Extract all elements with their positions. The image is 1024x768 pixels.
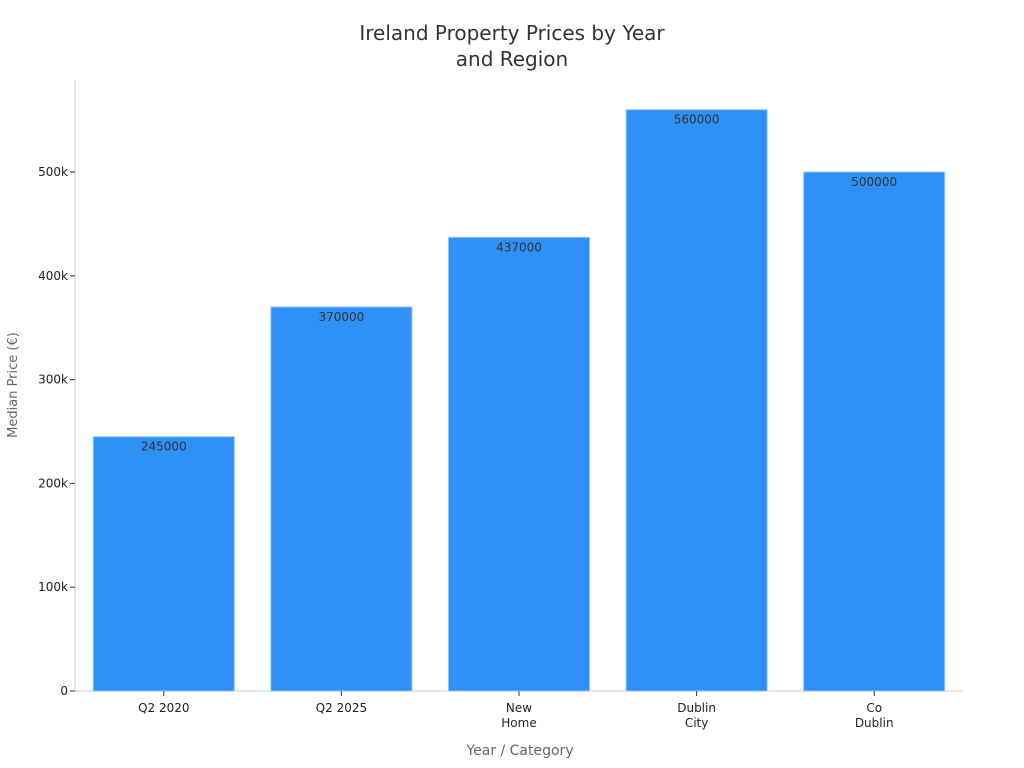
x-tick-label: City: [685, 716, 709, 730]
data-label: 500000: [851, 175, 897, 189]
x-tick-label: Dublin: [855, 716, 894, 730]
bar: [625, 109, 768, 692]
y-tick-label: 400k: [38, 269, 68, 283]
y-tick-label: 300k: [38, 373, 68, 387]
data-label: 560000: [674, 113, 720, 127]
x-tick-label: Q2 2025: [316, 701, 367, 715]
x-tick-label: Dublin: [677, 701, 716, 715]
y-axis-label: Median Price (€): [6, 332, 21, 438]
x-tick-label: Home: [501, 716, 536, 730]
data-label: 245000: [141, 440, 187, 454]
x-tick-label: New: [506, 701, 532, 715]
bar: [92, 436, 235, 692]
data-label: 437000: [496, 240, 542, 254]
chart-title: Ireland Property Prices by Year: [359, 21, 665, 45]
y-tick-label: 0: [60, 684, 68, 698]
x-tick-label: Co: [866, 701, 882, 715]
x-axis-label: Year / Category: [465, 743, 573, 759]
bar: [448, 236, 590, 692]
bar: [803, 171, 946, 692]
y-tick-label: 100k: [38, 580, 68, 594]
data-label: 370000: [318, 310, 364, 324]
x-tick-label: Q2 2020: [138, 701, 189, 715]
bar: [270, 306, 413, 692]
y-tick-label: 500k: [38, 165, 68, 179]
y-tick-label: 200k: [38, 476, 68, 490]
chart-title: and Region: [456, 47, 568, 71]
